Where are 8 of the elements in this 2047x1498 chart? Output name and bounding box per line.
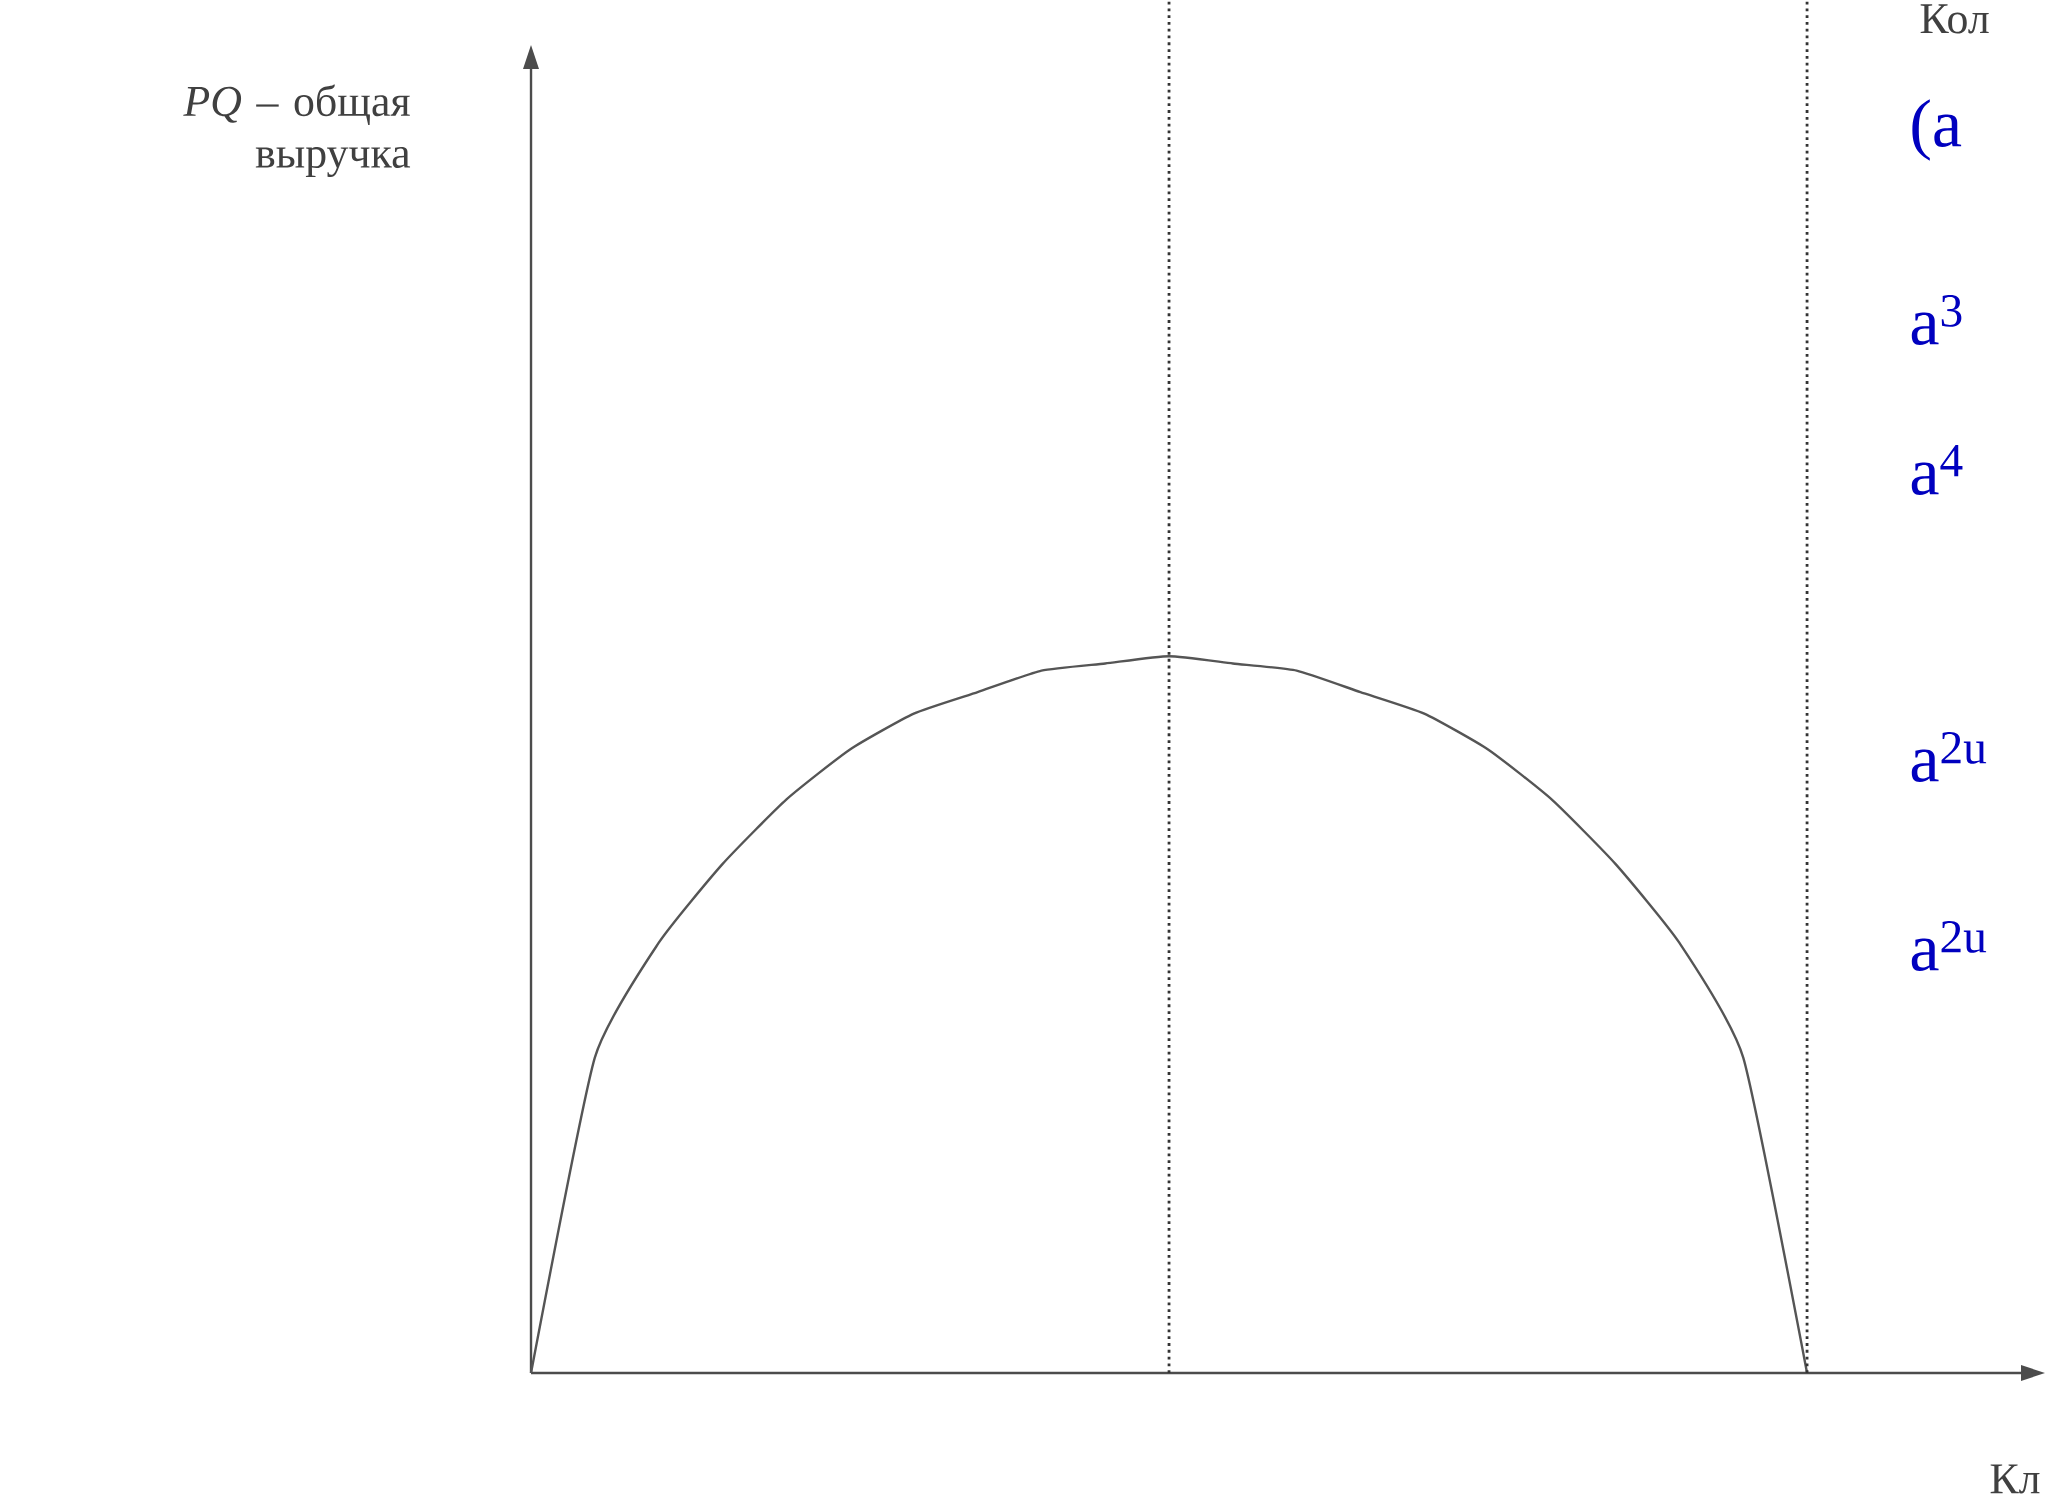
text: Кол (1920, 4, 1989, 34)
annotation: a$^{2u}$ (1911, 920, 1987, 971)
text: a$^{4}$ (1911, 445, 1963, 495)
text: Кл (1990, 1464, 2040, 1494)
text: a$^{3}$ (1911, 294, 1962, 345)
text: (a (1912, 99, 1962, 161)
annotation: a$^{2u}$ (1911, 731, 1987, 782)
text: PQ – общая выручка (183, 84, 411, 178)
